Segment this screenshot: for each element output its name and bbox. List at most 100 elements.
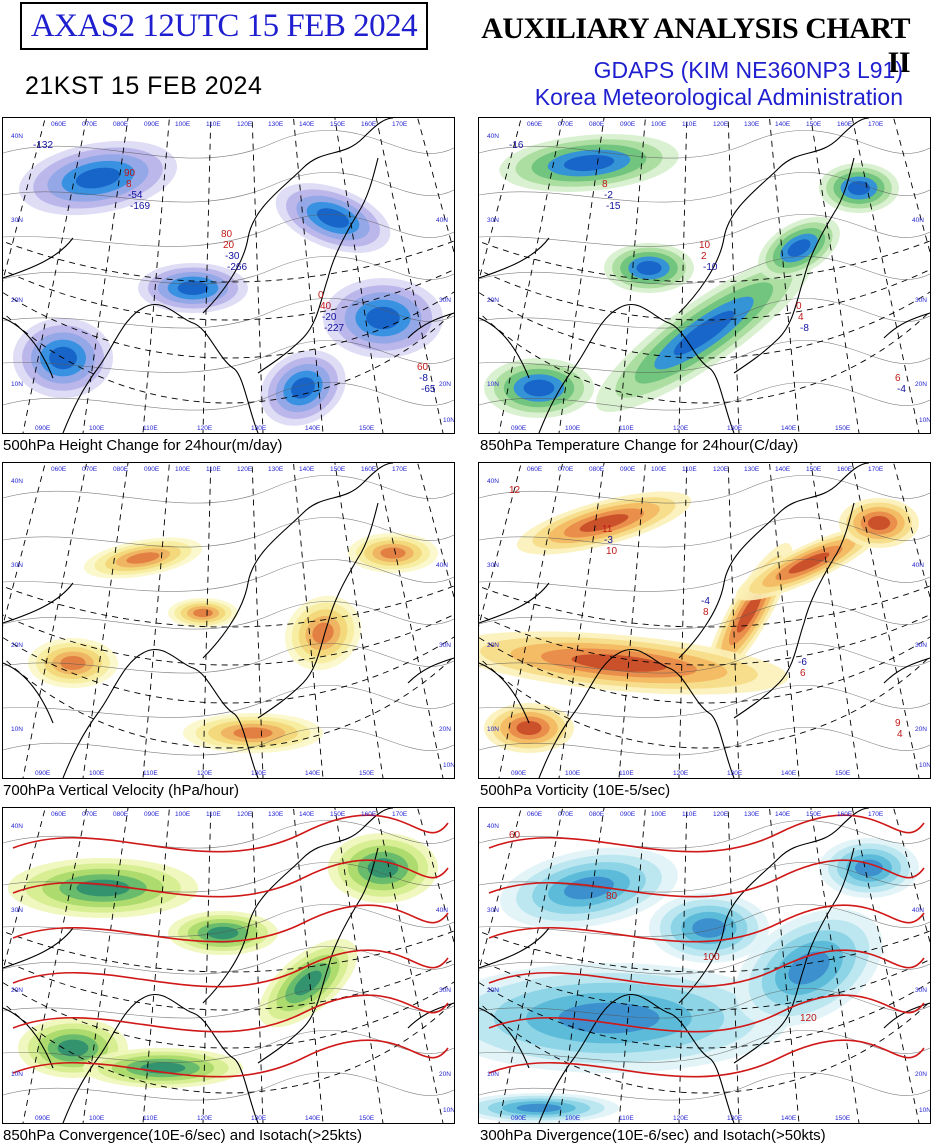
- longitude-label-top: 110E: [682, 811, 697, 818]
- latitude-label-left: 30N: [487, 562, 499, 569]
- contour-value-label: -3: [604, 535, 613, 546]
- panel-500hpa-vorticity: 060E 070E 080E 090E 100E 110E 120E 130E 140E 150E…: [478, 462, 931, 779]
- longitude-label-bottom: 120E: [673, 425, 689, 432]
- longitude-line: [618, 118, 646, 433]
- latitude-circle: [3, 310, 454, 404]
- contour-value-label: -65: [421, 384, 436, 395]
- contour-line: [479, 340, 930, 373]
- shaded-field-area: [366, 306, 400, 330]
- caption-500hpa-height-change: 500hPa Height Change for 24hour(m/day): [3, 437, 283, 454]
- longitude-label-bottom: 090E: [35, 770, 51, 777]
- longitude-label-top: 070E: [558, 466, 574, 473]
- longitude-label-top: 080E: [589, 121, 605, 128]
- longitude-label-bottom: 110E: [143, 425, 158, 432]
- isotach-line: [12, 949, 449, 988]
- contour-line: [479, 382, 930, 411]
- longitude-label-bottom: 120E: [197, 1115, 213, 1122]
- contour-value-label: 11: [602, 524, 613, 535]
- isotach-line: [12, 1039, 449, 1078]
- contour-value-label: 60: [417, 362, 429, 373]
- longitude-label-top: 110E: [682, 121, 697, 128]
- longitude-label-top: 070E: [82, 466, 98, 473]
- longitude-label-top: 090E: [620, 811, 636, 818]
- longitude-label-top: 160E: [837, 811, 853, 818]
- agency-name: Korea Meteorological Administration: [534, 84, 903, 110]
- latitude-label-right: 40N: [436, 217, 448, 224]
- longitude-label-top: 070E: [82, 121, 98, 128]
- isotach-line: [488, 1039, 925, 1078]
- contour-line: [3, 1030, 454, 1063]
- longitude-label-top: 060E: [51, 121, 67, 128]
- longitude-label-bottom: 150E: [835, 425, 851, 432]
- contour-line: [479, 643, 930, 674]
- latitude-label-right: 10N: [443, 417, 454, 424]
- latitude-label-left: 40N: [487, 133, 499, 140]
- contour-line: [3, 727, 454, 756]
- shaded-field-area: [563, 154, 615, 172]
- contour-line: [3, 559, 454, 592]
- coastline: [3, 237, 454, 379]
- latitude-label-right: 30N: [439, 987, 451, 994]
- shaded-field-area: [847, 181, 871, 195]
- shaded-field-area: [380, 547, 406, 559]
- latitude-label-left: 40N: [11, 478, 23, 485]
- longitude-label-bottom: 150E: [359, 1115, 375, 1122]
- longitude-label-bottom: 100E: [565, 1115, 581, 1122]
- contour-line: [3, 214, 454, 247]
- contour-value-label: -30: [225, 251, 240, 262]
- longitude-label-top: 150E: [330, 811, 346, 818]
- longitude-label-top: 170E: [392, 466, 408, 473]
- latitude-label-right: 10N: [919, 1107, 930, 1114]
- contour-value-label: -20: [322, 312, 337, 323]
- longitude-label-bottom: 150E: [359, 425, 375, 432]
- contour-line: [3, 946, 454, 975]
- longitude-label-top: 100E: [175, 811, 191, 818]
- latitude-label-left: 10N: [487, 1071, 499, 1078]
- map-300hpa-divergence: 060E 070E 080E 090E 100E 110E 120E 130E 140E 150E…: [479, 808, 930, 1123]
- coastline: [479, 237, 930, 379]
- longitude-label-bottom: 140E: [781, 1115, 797, 1122]
- map-850hpa-temperature-change: 060E 070E 080E 090E 100E 110E 120E 130E 140E 150E…: [479, 118, 930, 433]
- caption-500hpa-vorticity: 500hPa Vorticity (10E-5/sec): [480, 782, 671, 799]
- longitude-label-bottom: 120E: [673, 770, 689, 777]
- longitude-label-top: 070E: [558, 121, 574, 128]
- map-500hpa-vorticity: 060E 070E 080E 090E 100E 110E 120E 130E 140E 150E…: [479, 463, 930, 778]
- shaded-field-area: [60, 656, 86, 670]
- latitude-label-left: 30N: [11, 562, 23, 569]
- latitude-label-left: 40N: [11, 823, 23, 830]
- longitude-label-top: 140E: [775, 811, 791, 818]
- contour-value-label: 2: [701, 251, 707, 262]
- longitude-label-top: 080E: [113, 811, 129, 818]
- contour-line: [479, 214, 930, 247]
- contour-value-label: -8: [800, 323, 809, 334]
- longitude-label-top: 110E: [206, 121, 221, 128]
- isotach-line: [488, 994, 925, 1033]
- contour-line: [479, 256, 930, 285]
- longitude-label-bottom: 110E: [143, 770, 158, 777]
- longitude-label-top: 170E: [392, 811, 408, 818]
- contour-line: [3, 172, 454, 203]
- contour-value-label: -54: [128, 190, 143, 201]
- latitude-circle: [3, 1000, 454, 1094]
- longitude-label-bottom: 150E: [835, 1115, 851, 1122]
- longitude-label-bottom: 140E: [781, 770, 797, 777]
- longitude-label-top: 170E: [392, 121, 408, 128]
- shaded-field-area: [571, 654, 667, 672]
- longitude-label-top: 170E: [868, 811, 884, 818]
- shaded-field-area: [579, 514, 629, 532]
- shaded-field-area: [126, 552, 160, 564]
- longitude-label-bottom: 090E: [511, 1115, 527, 1122]
- longitude-line: [498, 118, 564, 433]
- longitude-line: [618, 808, 646, 1123]
- shaded-field-area: [57, 1039, 89, 1057]
- coastline: [479, 582, 930, 724]
- contour-line: [3, 517, 454, 548]
- longitude-label-bottom: 110E: [143, 1115, 158, 1122]
- contour-line: [3, 685, 454, 718]
- chart-title: AUXILIARY ANALYSIS CHART II: [481, 12, 910, 79]
- longitude-label-bottom: 090E: [35, 425, 51, 432]
- longitude-label-top: 070E: [558, 811, 574, 818]
- contour-value-label: 8: [703, 607, 709, 618]
- latitude-circle: [479, 1000, 930, 1094]
- longitude-label-top: 160E: [361, 466, 377, 473]
